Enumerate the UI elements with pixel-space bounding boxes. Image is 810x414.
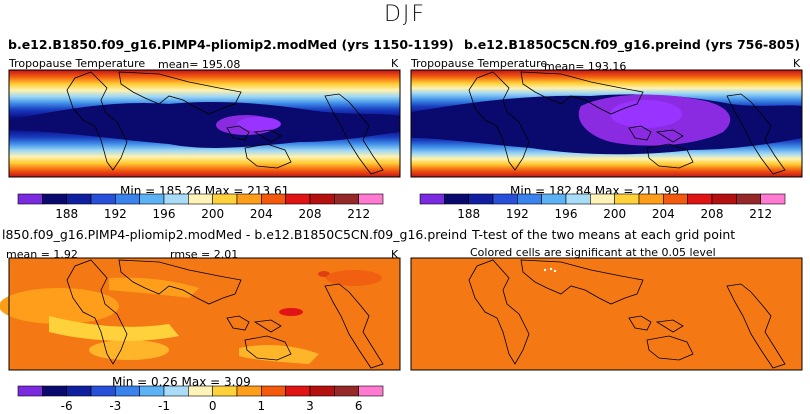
panel1-colorbar-swatch [334,193,359,205]
panel3-colorbar-swatch [115,385,140,397]
panel3-colorbar-tick-label: 6 [355,399,363,413]
panel1-colorbar-tick-label: 212 [347,207,370,221]
panel1-colorbar-tick-label: 192 [104,207,127,221]
panel1-colorbar-swatch [163,193,189,205]
panel1-colorbar-swatch [358,193,384,205]
panel1-colorbar-swatch [236,193,262,205]
panel3-colorbar-tick-label: -1 [158,399,170,413]
panel2-colorbar-tick-label: 208 [701,207,724,221]
panel3-minmax: Min = 0.26 Max = 3.09 [112,375,251,389]
panel2-colorbar-swatch [492,193,518,205]
panel2-colorbar-tick-label: 196 [555,207,578,221]
panel1-colorbar-swatch [285,193,311,205]
panel2-colorbar-swatch [614,193,640,205]
panel1-colorbar-swatch [42,193,67,205]
panel3-colorbar-tick-label: 0 [209,399,217,413]
panel2-units: K [793,57,801,70]
panel3-colorbar-swatch [358,385,384,397]
panel3-colorbar-swatch [163,385,189,397]
panel3-colorbar-tick-label: -6 [61,399,73,413]
panel2-colorbar: 188 192 196 200 204 208 212 [419,193,786,221]
panel3-map [0,257,401,371]
panel1-colorbar-swatch [90,193,116,205]
panel2-colorbar-tick-label: 212 [749,207,772,221]
panel2-colorbar-swatch [444,193,469,205]
panel1-units: K [391,57,399,70]
panel2-colorbar-swatch [711,193,737,205]
panel3-colorbar-swatch [139,385,165,397]
panel1-colorbar-swatch [66,193,92,205]
panel3-colorbar-swatch [42,385,67,397]
panel2-colorbar-swatch [419,193,445,205]
panel3-colorbar-swatch [236,385,262,397]
panel2-colorbar-swatch [565,193,591,205]
panel4-map [410,257,803,371]
figure-title: DJF [383,2,427,27]
panel2-colorbar-tick-label: 200 [603,207,626,221]
panel2-colorbar-swatch [541,193,567,205]
panel2-colorbar-swatch [517,193,542,205]
panel2-map [410,69,803,178]
panel1-colorbar-tick-label: 196 [153,207,176,221]
panel3-colorbar-tick-label: 1 [258,399,266,413]
panel2-colorbar-swatch [663,193,688,205]
panel1-colorbar-swatch [115,193,140,205]
panel2-colorbar-swatch [736,193,761,205]
panel2-title: b.e12.B1850C5CN.f09_g16.preind (yrs 756-… [464,37,801,52]
panel1-mean: mean= 195.08 [158,58,241,71]
panel1-colorbar-tick-label: 204 [250,207,273,221]
panel1-colorbar-swatch [261,193,286,205]
panel1-colorbar-swatch [212,193,238,205]
panel1-colorbar-swatch [17,193,43,205]
panel3-colorbar-swatch [334,385,359,397]
panel3-colorbar-swatch [66,385,92,397]
panel1-colorbar-swatch [309,193,335,205]
panel2-colorbar-swatch [687,193,713,205]
panel3-units: K [391,248,399,261]
panel3-colorbar-swatch [90,385,116,397]
panel1-colorbar-swatch [139,193,165,205]
panel2-colorbar-tick-label: 188 [457,207,480,221]
panel3-colorbar-swatch [309,385,335,397]
panel3-title: l850.f09_g16.PIMP4-pliomip2.modMed - b.e… [2,227,468,242]
panel2-colorbar-swatch [468,193,494,205]
panel4-title: T-test of the two means at each grid poi… [472,227,736,242]
panel3-colorbar-swatch [17,385,43,397]
panel1-variable: Tropopause Temperature [9,57,146,70]
panel3-colorbar-swatch [285,385,311,397]
panel1-colorbar: 188 192 196 200 204 208 212 [17,193,384,221]
panel3-colorbar: -6 -3 -1 0 1 3 6 [17,385,384,413]
panel3-colorbar-tick-label: -3 [109,399,121,413]
panel2-colorbar-swatch [590,193,615,205]
panel2-colorbar-swatch [638,193,664,205]
panel1-colorbar-tick-label: 200 [201,207,224,221]
panel2-colorbar-tick-label: 192 [506,207,529,221]
panel2-variable: Tropopause Temperature [411,57,548,70]
panel1-title: b.e12.B1850.f09_g16.PIMP4-pliomip2.modMe… [8,37,454,52]
panel2-colorbar-tick-label: 204 [652,207,675,221]
panel2-colorbar-swatch [760,193,786,205]
panel3-colorbar-swatch [212,385,238,397]
panel4-subtitle: Colored cells are significant at the 0.0… [470,246,716,259]
panel1-colorbar-swatch [188,193,213,205]
panel1-map [8,69,401,178]
panel1-colorbar-tick-label: 188 [55,207,78,221]
panel3-colorbar-swatch [188,385,213,397]
panel3-colorbar-tick-label: 3 [306,399,314,413]
panel1-colorbar-tick-label: 208 [299,207,322,221]
panel3-colorbar-swatch [261,385,286,397]
